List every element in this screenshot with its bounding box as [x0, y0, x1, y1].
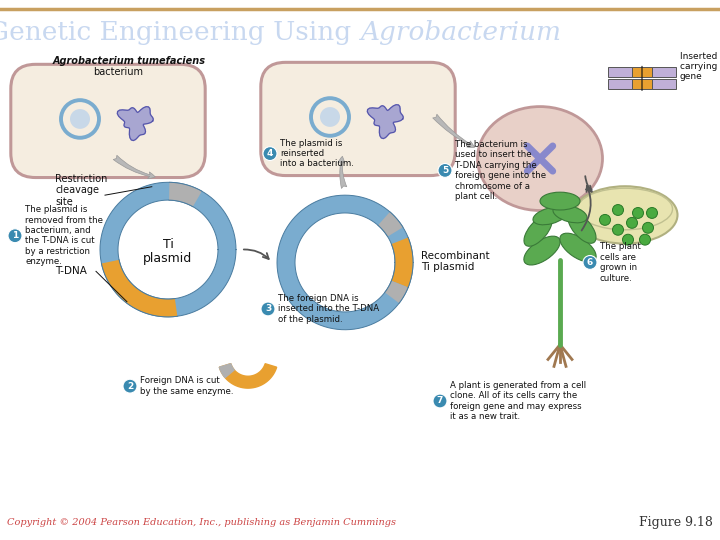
Text: 6: 6 — [587, 258, 593, 267]
FancyBboxPatch shape — [261, 62, 455, 176]
Circle shape — [583, 255, 597, 269]
Text: The bacterium is
used to insert the
T-DNA carrying the
foreign gene into the
chr: The bacterium is used to insert the T-DN… — [455, 140, 546, 201]
Circle shape — [263, 147, 277, 160]
Circle shape — [642, 222, 654, 233]
Polygon shape — [100, 183, 236, 317]
Circle shape — [8, 229, 22, 242]
Polygon shape — [277, 195, 413, 330]
Circle shape — [70, 109, 90, 129]
Ellipse shape — [477, 106, 603, 211]
Ellipse shape — [560, 233, 596, 262]
Text: 7: 7 — [437, 396, 444, 406]
Text: Figure 9.18: Figure 9.18 — [639, 516, 713, 529]
Bar — [652, 79, 676, 89]
Ellipse shape — [524, 215, 552, 246]
Circle shape — [433, 394, 447, 408]
Text: 5: 5 — [442, 166, 448, 175]
Bar — [632, 79, 652, 89]
Text: Restriction
cleavage
site: Restriction cleavage site — [55, 174, 107, 207]
Ellipse shape — [553, 205, 587, 223]
Text: The plant
cells are
grown in
culture.: The plant cells are grown in culture. — [600, 242, 641, 282]
Text: Foreign DNA is cut
by the same enzyme.: Foreign DNA is cut by the same enzyme. — [140, 376, 233, 396]
Text: T-DNA: T-DNA — [55, 266, 87, 276]
Polygon shape — [367, 105, 403, 139]
Circle shape — [647, 207, 657, 218]
Ellipse shape — [540, 192, 580, 210]
Bar — [608, 79, 632, 89]
Ellipse shape — [572, 186, 678, 244]
Circle shape — [632, 207, 644, 218]
Text: Copyright © 2004 Pearson Education, Inc., publishing as Benjamin Cummings: Copyright © 2004 Pearson Education, Inc.… — [7, 518, 396, 527]
Text: 4: 4 — [267, 149, 273, 158]
Polygon shape — [102, 260, 177, 317]
Text: Ti: Ti — [163, 238, 174, 251]
Polygon shape — [169, 183, 202, 207]
Circle shape — [613, 205, 624, 215]
Text: The plasmid is
removed from the
bacterium, and
the T-DNA is cut
by a restriction: The plasmid is removed from the bacteriu… — [25, 205, 103, 266]
Bar — [632, 68, 652, 77]
Text: 3: 3 — [265, 305, 271, 313]
Polygon shape — [117, 106, 153, 140]
Circle shape — [320, 107, 340, 127]
Bar — [608, 68, 632, 77]
Circle shape — [261, 302, 275, 316]
Polygon shape — [392, 238, 413, 287]
Text: The plasmid is
reinserted
into a bacterium.: The plasmid is reinserted into a bacteri… — [280, 139, 354, 168]
Text: Inserted T-DNA
carrying foreign
gene: Inserted T-DNA carrying foreign gene — [680, 52, 720, 82]
Text: A plant is generated from a cell
clone. All of its cells carry the
foreign gene : A plant is generated from a cell clone. … — [450, 381, 586, 421]
Text: Agrobacterium tumefaciens: Agrobacterium tumefaciens — [53, 56, 206, 65]
Circle shape — [123, 379, 137, 393]
Circle shape — [600, 214, 611, 225]
Circle shape — [623, 234, 634, 245]
Text: 1: 1 — [12, 231, 18, 240]
Circle shape — [438, 164, 452, 177]
Circle shape — [613, 224, 624, 235]
Text: Agrobacterium: Agrobacterium — [360, 20, 561, 45]
Circle shape — [639, 234, 650, 245]
Ellipse shape — [568, 212, 596, 244]
Text: 2: 2 — [127, 382, 133, 390]
Polygon shape — [220, 364, 234, 377]
Text: bacterium: bacterium — [93, 68, 143, 77]
Circle shape — [626, 218, 637, 228]
Ellipse shape — [524, 236, 560, 265]
Polygon shape — [378, 212, 403, 237]
Text: The foreign DNA is
inserted into the T-DNA
of the plasmid.: The foreign DNA is inserted into the T-D… — [278, 294, 379, 324]
Ellipse shape — [533, 207, 567, 225]
Text: Genetic Engineering Using: Genetic Engineering Using — [0, 20, 360, 45]
Text: plasmid: plasmid — [143, 252, 193, 265]
Polygon shape — [220, 364, 276, 388]
Text: Recombinant
Ti plasmid: Recombinant Ti plasmid — [421, 251, 490, 272]
FancyBboxPatch shape — [11, 64, 205, 178]
Bar — [652, 68, 676, 77]
Polygon shape — [384, 281, 408, 303]
